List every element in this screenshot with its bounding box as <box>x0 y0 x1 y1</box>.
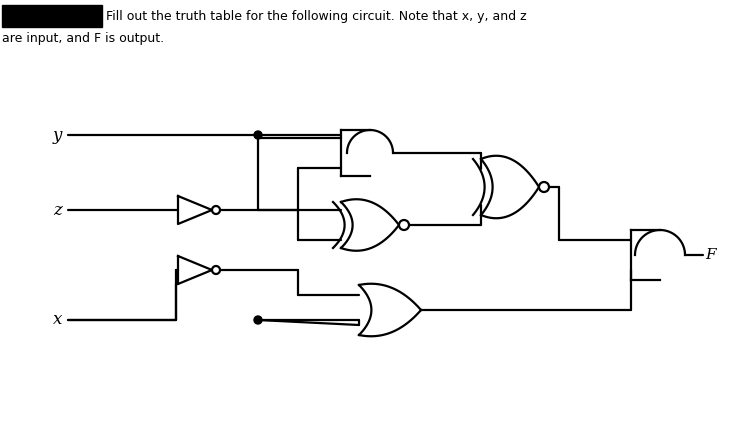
Circle shape <box>212 206 220 214</box>
Circle shape <box>254 316 262 324</box>
Text: F: F <box>705 248 716 262</box>
Circle shape <box>539 182 549 192</box>
Circle shape <box>254 131 262 139</box>
Text: Fill out the truth table for the following circuit. Note that x, y, and z: Fill out the truth table for the followi… <box>106 9 526 23</box>
Text: z: z <box>53 201 62 218</box>
Text: x: x <box>53 312 62 329</box>
Circle shape <box>212 266 220 274</box>
Text: y: y <box>53 127 62 144</box>
Bar <box>2 5 102 27</box>
Circle shape <box>399 220 409 230</box>
Text: are input, and F is output.: are input, and F is output. <box>2 31 164 45</box>
